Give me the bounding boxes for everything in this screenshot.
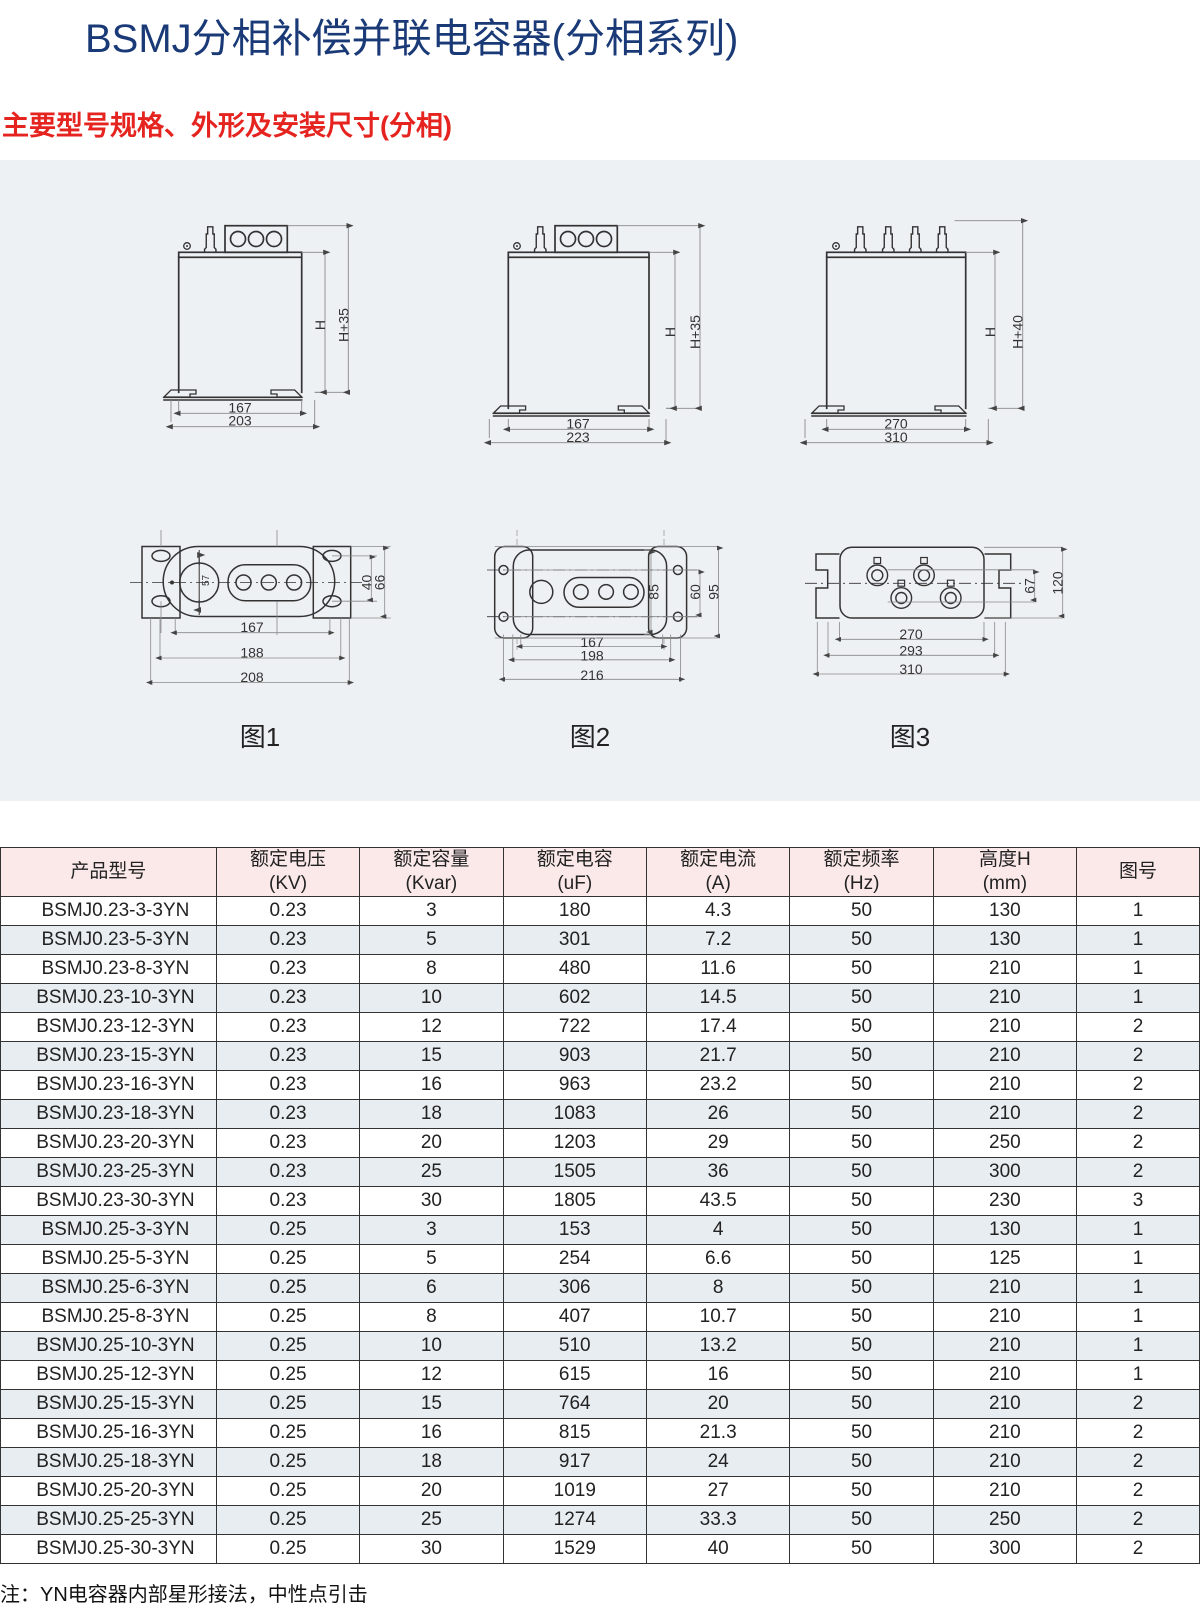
- svg-text:223: 223: [566, 429, 590, 445]
- svg-text:310: 310: [899, 661, 923, 677]
- svg-text:188: 188: [240, 645, 264, 661]
- svg-text:67: 67: [1022, 578, 1038, 594]
- svg-text:167: 167: [240, 619, 264, 635]
- svg-text:H+35: H+35: [687, 315, 703, 349]
- svg-text:198: 198: [580, 647, 604, 663]
- svg-text:H+40: H+40: [1010, 315, 1026, 349]
- svg-text:208: 208: [240, 669, 264, 685]
- svg-text:95: 95: [706, 584, 722, 600]
- svg-text:57: 57: [201, 574, 212, 586]
- svg-text:293: 293: [899, 642, 923, 658]
- svg-text:310: 310: [884, 429, 908, 445]
- svg-text:60: 60: [687, 584, 703, 600]
- svg-text:203: 203: [228, 413, 252, 429]
- svg-text:H: H: [312, 320, 328, 330]
- svg-text:270: 270: [899, 626, 923, 642]
- svg-text:H: H: [662, 327, 678, 337]
- svg-text:120: 120: [1050, 571, 1066, 595]
- svg-text:66: 66: [372, 575, 388, 591]
- svg-text:216: 216: [580, 667, 604, 683]
- svg-text:H+35: H+35: [335, 308, 351, 342]
- svg-text:H: H: [982, 327, 998, 337]
- svg-text:85: 85: [646, 584, 662, 600]
